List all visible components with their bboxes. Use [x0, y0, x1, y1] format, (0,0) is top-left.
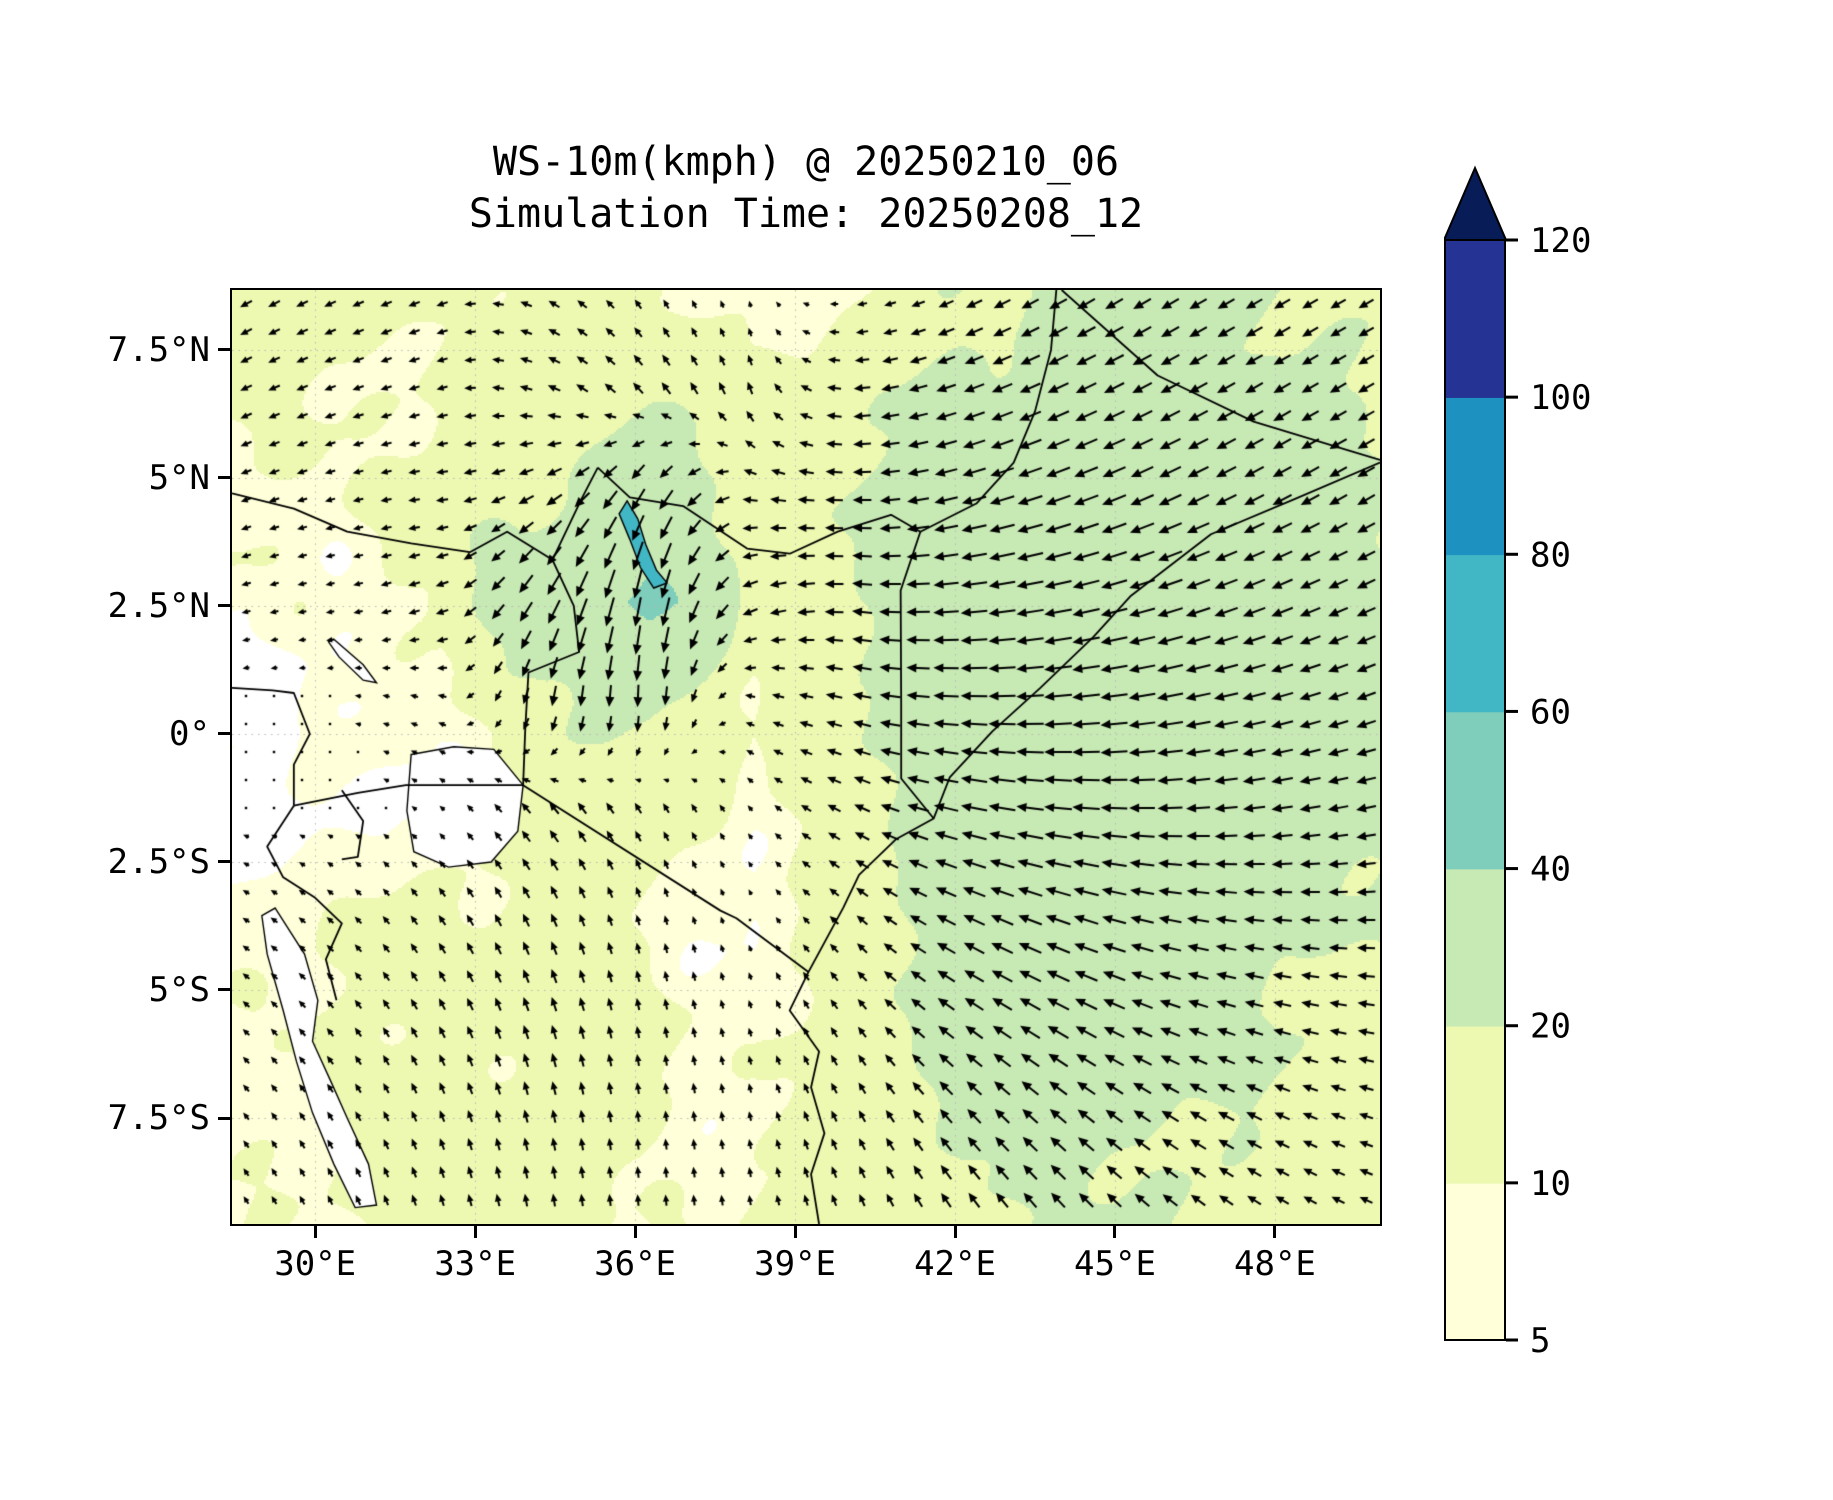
colorbar-tick-label: 10	[1530, 1164, 1571, 1204]
y-tick-label: 0°	[169, 713, 210, 754]
x-tick-mark	[793, 1226, 797, 1238]
x-tick-label: 45°E	[1074, 1244, 1156, 1284]
colorbar-tick-label: 20	[1530, 1007, 1571, 1047]
y-tick-mark	[218, 604, 230, 608]
wind-map-canvas	[232, 290, 1380, 1224]
y-tick-label: 2.5°N	[107, 585, 210, 626]
x-tick-label: 33°E	[434, 1244, 517, 1284]
x-tick-mark	[1113, 1226, 1117, 1238]
chart-title-block: WS-10m(kmph) @ 20250210_06 Simulation Ti…	[232, 136, 1380, 240]
y-tick-mark	[218, 348, 230, 352]
x-tick-mark	[1273, 1226, 1277, 1238]
colorbar-tick-label: 60	[1530, 692, 1571, 732]
y-tick-label: 7.5°N	[107, 329, 210, 370]
y-tick-mark	[218, 1116, 230, 1120]
y-tick-mark	[218, 860, 230, 864]
colorbar-outline	[1444, 239, 1506, 1341]
chart-title: WS-10m(kmph) @ 20250210_06	[492, 139, 1120, 185]
x-tick-label: 48°E	[1234, 1244, 1316, 1284]
y-tick-mark	[218, 732, 230, 736]
colorbar-segment	[1444, 554, 1506, 713]
colorbar-segment	[1444, 397, 1506, 556]
x-tick-mark	[313, 1226, 317, 1238]
colorbar-tick-label: 40	[1530, 850, 1571, 890]
colorbar-tick-label: 100	[1530, 378, 1591, 418]
x-tick-label: 39°E	[754, 1244, 836, 1284]
colorbar-segment	[1444, 240, 1506, 398]
y-tick-label: 2.5°S	[107, 841, 210, 882]
plot-area	[230, 288, 1382, 1226]
colorbar-segment	[1444, 711, 1506, 870]
y-tick-label: 5°N	[148, 457, 210, 498]
y-tick-label: 5°S	[148, 969, 210, 1010]
colorbar-tick-label: 80	[1530, 535, 1571, 575]
x-tick-label: 42°E	[914, 1244, 996, 1284]
y-tick-mark	[218, 476, 230, 480]
colorbar-segment	[1444, 1182, 1506, 1341]
x-tick-mark	[633, 1226, 637, 1238]
colorbar: 5 10 20 40 60 80 100 120	[1442, 160, 1704, 1380]
x-tick-mark	[953, 1226, 957, 1238]
colorbar-tick-label: 120	[1530, 221, 1591, 261]
x-tick-mark	[473, 1226, 477, 1238]
colorbar-segment	[1444, 868, 1506, 1027]
y-tick-mark	[218, 988, 230, 992]
chart-subtitle: Simulation Time: 20250208_12	[468, 191, 1144, 237]
colorbar-segment	[1444, 1025, 1506, 1184]
colorbar-svg: 5 10 20 40 60 80 100 120	[1442, 165, 1591, 1361]
colorbar-tick-label: 5	[1530, 1321, 1550, 1361]
x-tick-label: 36°E	[594, 1244, 677, 1284]
x-tick-label: 30°E	[274, 1244, 357, 1284]
colorbar-extend-triangle	[1442, 165, 1508, 241]
y-tick-label: 7.5°S	[107, 1098, 210, 1138]
